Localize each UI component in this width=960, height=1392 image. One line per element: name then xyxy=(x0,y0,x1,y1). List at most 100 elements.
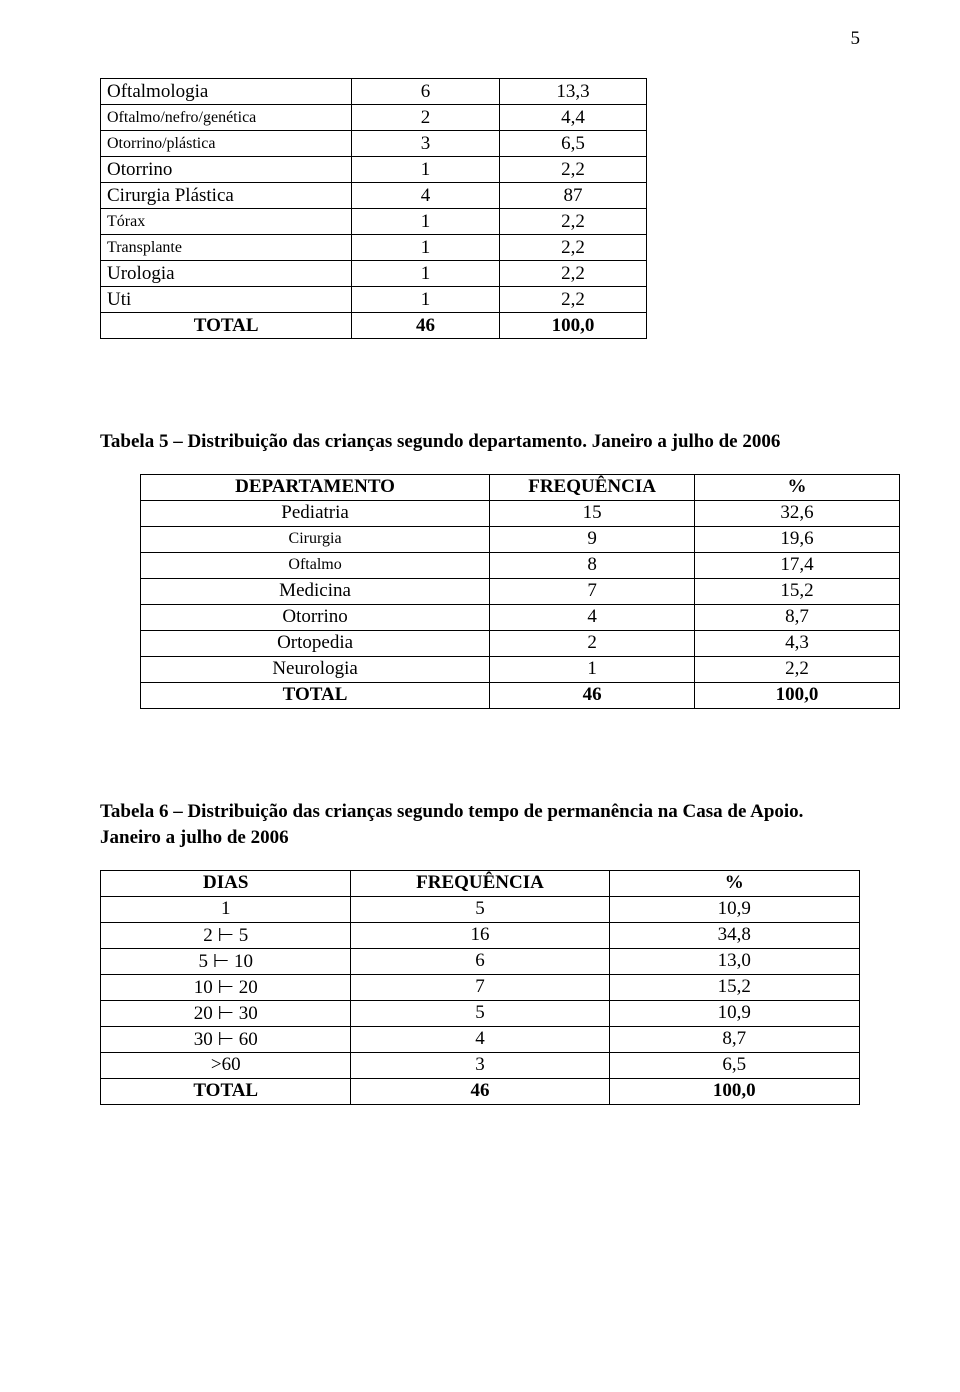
cell-label: Otorrino/plástica xyxy=(101,131,352,157)
table-row: Otorrino/plástica 3 6,5 xyxy=(101,131,647,157)
table-row: Urologia 1 2,2 xyxy=(101,261,647,287)
table-row: Oftalmo/nefro/genética 2 4,4 xyxy=(101,105,647,131)
cell-label: 5 ⊢ 10 xyxy=(101,948,351,974)
table-row: Oftalmo 8 17,4 xyxy=(141,552,900,578)
cell-v1: 3 xyxy=(352,131,499,157)
cell-label: 30 ⊢ 60 xyxy=(101,1026,351,1052)
table-row: 30 ⊢ 60 4 8,7 xyxy=(101,1026,860,1052)
cell-label: Pediatria xyxy=(141,500,490,526)
cell-label: Otorrino xyxy=(141,604,490,630)
table-row-total: TOTAL 46 100,0 xyxy=(101,313,647,339)
cell-v2: 2,2 xyxy=(695,656,900,682)
cell-v2: 8,7 xyxy=(609,1026,859,1052)
header-c3: % xyxy=(695,474,900,500)
table-row: 1 5 10,9 xyxy=(101,896,860,922)
cell-total-v1: 46 xyxy=(352,313,499,339)
table-row: 2 ⊢ 5 16 34,8 xyxy=(101,922,860,948)
cell-v1: 15 xyxy=(490,500,695,526)
cell-label: Neurologia xyxy=(141,656,490,682)
table-row: Otorrino 4 8,7 xyxy=(141,604,900,630)
cell-label: Urologia xyxy=(101,261,352,287)
cell-v2: 13,3 xyxy=(499,79,646,105)
cell-total-label: TOTAL xyxy=(101,313,352,339)
cell-total-v2: 100,0 xyxy=(609,1078,859,1104)
table-row: Uti 1 2,2 xyxy=(101,287,647,313)
cell-label: Otorrino xyxy=(101,157,352,183)
cell-v1: 16 xyxy=(351,922,609,948)
cell-label: 2 ⊢ 5 xyxy=(101,922,351,948)
table-row-total: TOTAL 46 100,0 xyxy=(141,682,900,708)
header-c2: FREQUÊNCIA xyxy=(490,474,695,500)
table1: Oftalmologia 6 13,3 Oftalmo/nefro/genéti… xyxy=(100,78,647,339)
cell-label: Ortopedia xyxy=(141,630,490,656)
cell-label: 20 ⊢ 30 xyxy=(101,1000,351,1026)
cell-v1: 1 xyxy=(352,209,499,235)
cell-v1: 4 xyxy=(490,604,695,630)
cell-v1: 4 xyxy=(352,183,499,209)
cell-v2: 2,2 xyxy=(499,209,646,235)
cell-v2: 2,2 xyxy=(499,287,646,313)
table-row-total: TOTAL 46 100,0 xyxy=(101,1078,860,1104)
table-row: Otorrino 1 2,2 xyxy=(101,157,647,183)
table-row: Cirurgia 9 19,6 xyxy=(141,526,900,552)
header-c1: DIAS xyxy=(101,870,351,896)
cell-v1: 5 xyxy=(351,1000,609,1026)
table-row: Transplante 1 2,2 xyxy=(101,235,647,261)
cell-v1: 9 xyxy=(490,526,695,552)
header-c3: % xyxy=(609,870,859,896)
cell-v2: 6,5 xyxy=(499,131,646,157)
cell-total-v2: 100,0 xyxy=(695,682,900,708)
page: 5 Oftalmologia 6 13,3 Oftalmo/nefro/gené… xyxy=(0,0,960,1392)
table1-wrapper: Oftalmologia 6 13,3 Oftalmo/nefro/genéti… xyxy=(100,78,647,339)
table5-caption: Tabela 5 – Distribuição das crianças seg… xyxy=(100,429,860,456)
cell-v1: 5 xyxy=(351,896,609,922)
cell-total-v1: 46 xyxy=(351,1078,609,1104)
cell-label: 10 ⊢ 20 xyxy=(101,974,351,1000)
table-header: DIAS FREQUÊNCIA % xyxy=(101,870,860,896)
table6-body: DIAS FREQUÊNCIA % 1 5 10,9 2 ⊢ 5 16 34,8… xyxy=(101,870,860,1104)
table6: DIAS FREQUÊNCIA % 1 5 10,9 2 ⊢ 5 16 34,8… xyxy=(100,870,860,1105)
table-row: 20 ⊢ 30 5 10,9 xyxy=(101,1000,860,1026)
table-row: Oftalmologia 6 13,3 xyxy=(101,79,647,105)
cell-label: Uti xyxy=(101,287,352,313)
table-row: Cirurgia Plástica 4 87 xyxy=(101,183,647,209)
cell-v1: 1 xyxy=(352,157,499,183)
cell-label: Cirurgia Plástica xyxy=(101,183,352,209)
cell-total-v1: 46 xyxy=(490,682,695,708)
cell-label: Tórax xyxy=(101,209,352,235)
cell-label: Transplante xyxy=(101,235,352,261)
cell-total-label: TOTAL xyxy=(101,1078,351,1104)
header-c1: DEPARTAMENTO xyxy=(141,474,490,500)
cell-total-v2: 100,0 xyxy=(499,313,646,339)
table-row: Tórax 1 2,2 xyxy=(101,209,647,235)
cell-v2: 8,7 xyxy=(695,604,900,630)
cell-label: >60 xyxy=(101,1052,351,1078)
cell-v1: 1 xyxy=(490,656,695,682)
table-row: >60 3 6,5 xyxy=(101,1052,860,1078)
cell-v2: 10,9 xyxy=(609,896,859,922)
cell-label: Oftalmologia xyxy=(101,79,352,105)
cell-v2: 2,2 xyxy=(499,235,646,261)
cell-v2: 6,5 xyxy=(609,1052,859,1078)
table-row: Pediatria 15 32,6 xyxy=(141,500,900,526)
table-row: Neurologia 1 2,2 xyxy=(141,656,900,682)
header-c2: FREQUÊNCIA xyxy=(351,870,609,896)
table-row: Ortopedia 2 4,3 xyxy=(141,630,900,656)
cell-label: Cirurgia xyxy=(141,526,490,552)
cell-v2: 34,8 xyxy=(609,922,859,948)
cell-v2: 87 xyxy=(499,183,646,209)
cell-v2: 10,9 xyxy=(609,1000,859,1026)
cell-v2: 13,0 xyxy=(609,948,859,974)
table-row: Medicina 7 15,2 xyxy=(141,578,900,604)
cell-v2: 4,3 xyxy=(695,630,900,656)
cell-total-label: TOTAL xyxy=(141,682,490,708)
cell-v1: 1 xyxy=(352,235,499,261)
cell-v1: 7 xyxy=(351,974,609,1000)
table-header: DEPARTAMENTO FREQUÊNCIA % xyxy=(141,474,900,500)
cell-v2: 32,6 xyxy=(695,500,900,526)
table1-body: Oftalmologia 6 13,3 Oftalmo/nefro/genéti… xyxy=(101,79,647,339)
cell-v1: 2 xyxy=(490,630,695,656)
spacer xyxy=(100,30,860,78)
table-row: 10 ⊢ 20 7 15,2 xyxy=(101,974,860,1000)
cell-v2: 15,2 xyxy=(609,974,859,1000)
